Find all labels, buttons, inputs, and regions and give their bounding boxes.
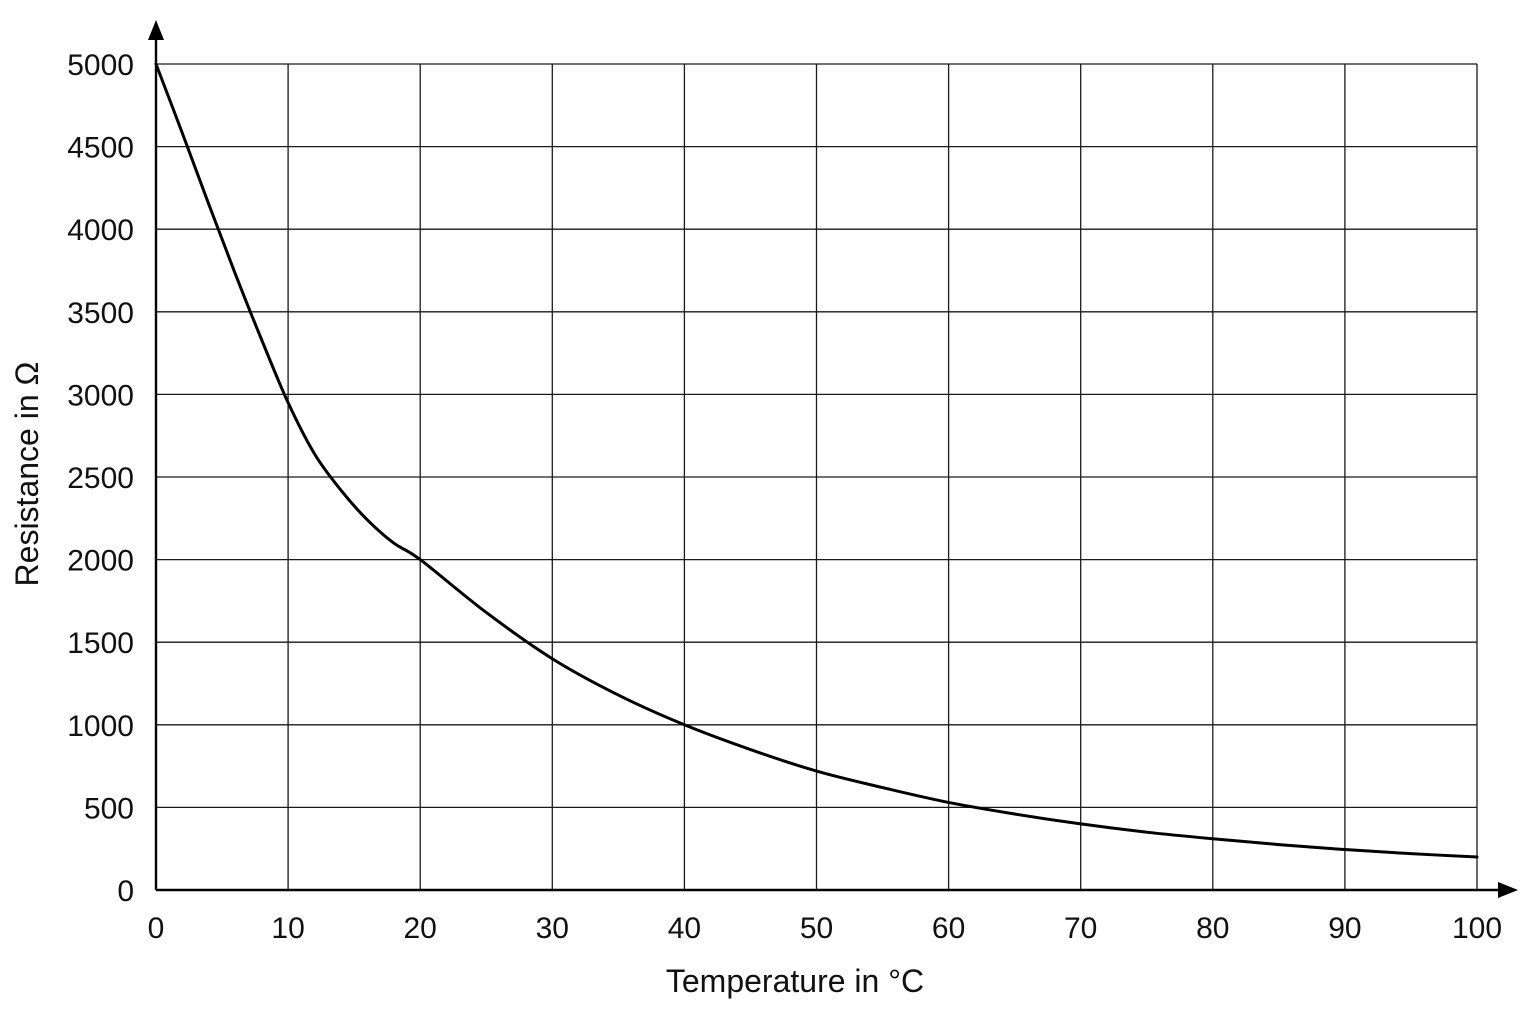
x-axis-label: Temperature in °C (666, 963, 924, 999)
x-tick-label: 0 (148, 912, 165, 945)
x-tick-label: 40 (668, 912, 701, 945)
x-axis-arrow-icon (1498, 882, 1518, 898)
x-tick-label: 20 (404, 912, 437, 945)
y-tick-label: 4000 (67, 214, 134, 247)
y-axis-label: Resistance in Ω (9, 362, 45, 587)
series-line (154, 62, 1479, 859)
y-tick-label: 5000 (67, 49, 134, 82)
y-tick-label: 2000 (67, 545, 134, 578)
x-tick-label: 60 (932, 912, 965, 945)
y-axis-arrow-icon (148, 20, 164, 40)
y-tick-label: 1500 (67, 627, 134, 660)
x-tick-label: 100 (1452, 912, 1502, 945)
y-tick-label: 3500 (67, 297, 134, 330)
axes (148, 20, 1518, 898)
y-tick-label: 4500 (67, 132, 134, 165)
series-layer (154, 62, 1479, 859)
y-tick-label: 0 (117, 875, 134, 908)
x-tick-label: 30 (536, 912, 569, 945)
y-tick-label: 2500 (67, 462, 134, 495)
x-tick-label: 50 (800, 912, 833, 945)
x-tick-label: 70 (1064, 912, 1097, 945)
x-tick-label: 90 (1328, 912, 1361, 945)
x-tick-label: 80 (1196, 912, 1229, 945)
x-tick-label: 10 (271, 912, 304, 945)
y-tick-label: 1000 (67, 710, 134, 743)
grid (156, 63, 1478, 890)
tick-labels: 0 10 20 30 40 50 60 70 80 90 100050010001500200025… (67, 49, 1502, 945)
y-tick-label: 500 (84, 792, 134, 825)
y-tick-label: 3000 (67, 379, 134, 412)
